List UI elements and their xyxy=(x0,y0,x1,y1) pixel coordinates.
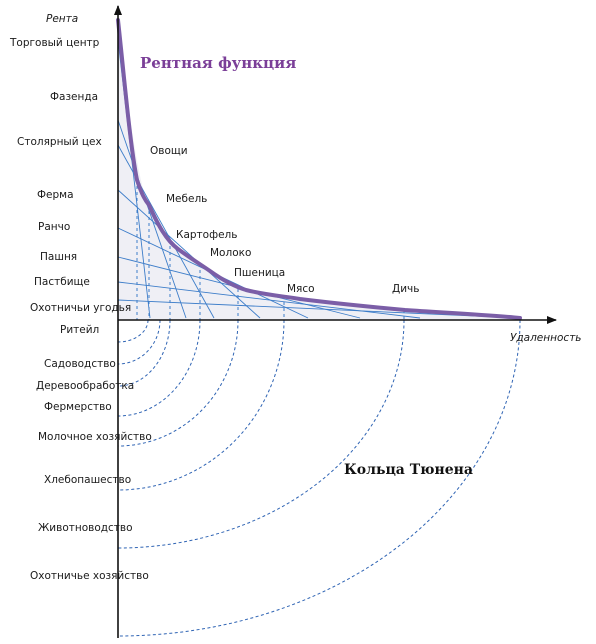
ring-arc-item-5 xyxy=(117,319,239,447)
ring-arc-item-2 xyxy=(117,319,161,365)
ring-label-item-3: Фермерство xyxy=(44,401,112,413)
rent-level-label-item-3: Столярный цех xyxy=(17,136,102,148)
ring-label-item-5: Хлебопашество xyxy=(44,474,131,486)
product-label-item-3: Картофель xyxy=(176,229,237,241)
ring-arc-item-4 xyxy=(117,319,201,417)
rent-envelope-shade xyxy=(118,20,520,320)
rent-function-title: Рентная функция xyxy=(140,54,296,72)
bid-rent-lines xyxy=(117,39,521,319)
rent-level-label-item-7: Пастбище xyxy=(34,276,90,288)
product-label-item-5: Пшеница xyxy=(234,267,285,279)
thunen-ring-arcs xyxy=(117,319,521,637)
rent-level-label-item-8: Охотничьи угодья xyxy=(30,302,131,314)
bid-rent-line-item-7 xyxy=(117,281,421,319)
rent-level-label-item-2: Фазенда xyxy=(50,91,98,103)
product-label-item-7: Дичь xyxy=(392,283,419,295)
ring-arc-item-6 xyxy=(117,319,285,491)
rent-level-label-item-4: Ферма xyxy=(37,189,74,201)
product-label-item-1: Овощи xyxy=(150,145,188,157)
rent-level-label-item-6: Пашня xyxy=(40,251,77,263)
ring-arc-item-1 xyxy=(117,319,149,343)
ring-label-item-1: Садоводство xyxy=(44,358,116,370)
ring-arc-item-8 xyxy=(117,319,521,637)
rent-level-label-item-9: Ритейл xyxy=(60,324,99,336)
y-axis-label: Рента xyxy=(46,13,78,25)
rent-level-label-item-1: Торговый центр xyxy=(9,37,100,49)
ring-arc-item-3 xyxy=(117,319,171,387)
ring-label-item-4: Молочное хозяйство xyxy=(38,431,152,443)
rent-level-label-item-5: Ранчо xyxy=(38,221,70,233)
thunen-rings-title: Кольца Тюнена xyxy=(344,462,473,478)
ring-label-item-2: Деревообработка xyxy=(36,380,134,392)
rent-level-labels: Торговый центр Фазенда Столярный цех Ферма Р… xyxy=(9,37,131,336)
product-label-item-4: Молоко xyxy=(210,247,251,259)
x-axis-label: Удаленность xyxy=(510,332,582,344)
ring-label-item-6: Животноводство xyxy=(38,522,133,534)
bid-rent-line-item-2 xyxy=(117,119,187,319)
ring-label-item-7: Охотничье хозяйство xyxy=(30,570,149,582)
product-label-item-2: Мебель xyxy=(166,193,207,205)
product-label-item-6: Мясо xyxy=(287,283,315,295)
rent-function-curve xyxy=(116,18,522,320)
ring-labels: Садоводство Деревообработка Фермерство Моло… xyxy=(30,358,152,582)
bid-rent-line-item-4 xyxy=(117,189,261,319)
ring-arc-item-7 xyxy=(117,319,405,549)
